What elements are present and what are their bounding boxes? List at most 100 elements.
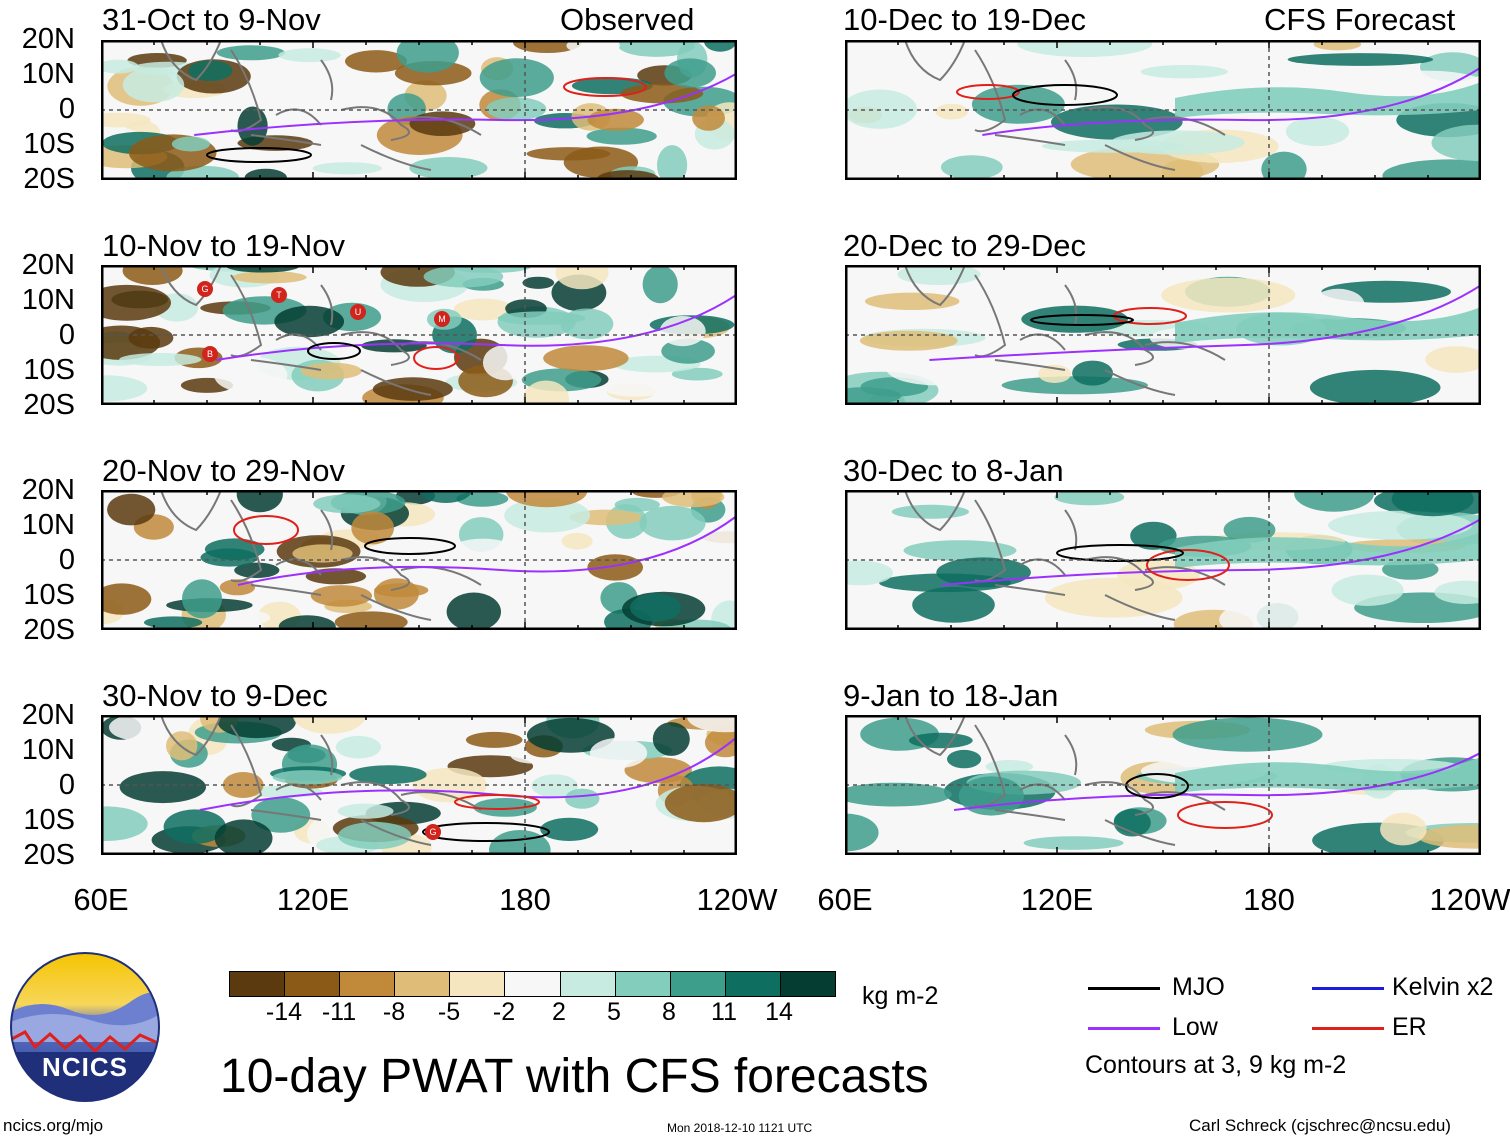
legend-label-mjo: MJO [1172,973,1225,1001]
coastline [160,265,482,396]
pwat-anomaly-blob [107,493,156,526]
pwat-anomaly-blob [313,494,381,514]
low-contour [982,66,1481,136]
storm-marker: T [271,287,287,303]
map-panel-right-1 [845,40,1481,180]
pwat-anomaly-blob [1017,40,1153,57]
pwat-anomaly-blob [448,538,518,566]
mjo-contour [1030,314,1134,326]
lat-label: 0 [58,93,75,125]
lat-label: 10N [21,284,75,316]
pwat-anomaly-blob [864,292,960,310]
colorbar-tick: -8 [382,998,406,1026]
pwat-anomaly-blob [664,58,716,88]
pwat-anomaly-blob [687,715,737,733]
pwat-anomaly-blob [561,532,593,550]
panel-frame [845,265,1481,405]
mjo-contour [1012,84,1118,106]
pwat-anomaly-blob [891,504,969,519]
pwat-map [101,715,737,855]
pwat-anomaly-blob [337,803,394,819]
forecast-label: CFS Forecast [1264,2,1456,37]
pwat-anomaly-blob [586,127,657,145]
pwat-anomaly-blob [216,45,286,61]
pwat-anomaly-blob [361,339,427,353]
pwat-anomaly-blob [540,817,599,841]
pwat-anomaly-blob [101,284,171,321]
pwat-anomaly-blob [1425,346,1481,373]
pwat-anomaly-blob [1219,600,1321,630]
storm-marker: U [350,304,366,320]
pwat-anomaly-blob [278,48,341,63]
legend-swatch-low [1088,1027,1160,1030]
colorbar-segment [669,972,725,996]
pwat-anomaly-blob [845,560,893,586]
pwat-map [845,40,1481,180]
pwat-anomaly-blob [334,611,408,630]
pwat-anomaly-blob [603,380,669,397]
moisture-band [1175,307,1481,343]
pwat-anomaly-blob [1302,719,1408,756]
pwat-anomaly-blob [642,265,678,304]
lat-label: 20N [21,249,75,281]
pwat-anomaly-blob [1311,288,1365,320]
er-contour [1177,801,1273,829]
pwat-map [845,490,1481,630]
pwat-anomaly-blob [1313,40,1362,51]
storm-marker: G [197,281,213,297]
pwat-anomaly-blob [338,821,412,850]
colorbar-tick: -14 [265,998,303,1026]
low-contour [194,72,737,136]
legend-swatch-mjo [1088,987,1160,990]
pwat-anomaly-blob [560,308,614,340]
pwat-anomaly-blob [1418,824,1481,849]
legend-label-kelvin: Kelvin x2 [1392,973,1494,1001]
pwat-anomaly-blob [947,749,982,769]
pwat-anomaly-blob [345,50,407,73]
pwat-anomaly-blob [278,615,336,630]
pwat-anomaly-blob [222,772,264,798]
legend-label-low: Low [1172,1013,1218,1041]
colorbar-tick: -11 [321,998,357,1026]
low-contour [215,293,737,361]
pwat-anomaly-blob [237,611,271,625]
pwat-anomaly-blob [489,830,551,855]
panel-frame [101,40,737,180]
pwat-anomaly-blob [419,490,472,503]
panel-frame [101,715,737,855]
pwat-anomaly-blob [936,557,1031,588]
pwat-anomaly-blob [912,586,995,623]
logo-text: NCICS [42,1052,128,1082]
mjo-contour [422,822,550,842]
pwat-anomaly-blob [971,84,1065,124]
colorbar-segment [449,972,505,996]
pwat-anomaly-blob [310,585,372,607]
pwat-anomaly-blob [845,89,917,129]
pwat-anomaly-blob [101,59,139,74]
panel-frame [101,265,737,405]
pwat-map [101,40,737,180]
lat-label: 10S [23,579,75,611]
pwat-anomaly-blob [1161,277,1296,313]
pwat-anomaly-blob [955,49,1024,89]
footer-url[interactable]: ncics.org/mjo [3,1116,104,1135]
low-contour [941,518,1481,586]
pwat-anomaly-blob [486,97,547,121]
pwat-anomaly-blob [662,490,725,508]
panel-title-left-3: 20-Nov to 29-Nov [102,453,345,488]
pwat-anomaly-blob [244,168,287,180]
pwat-anomaly-blob [217,715,296,739]
lon-label: 180 [499,882,551,917]
pwat-anomaly-blob [940,155,1003,180]
pwat-anomaly-blob [274,305,345,338]
lon-label: 60E [817,882,873,917]
lon-label: 60E [73,882,129,917]
panel-title-right-1: 10-Dec to 19-Dec [843,2,1086,37]
pwat-anomaly-blob [1382,159,1481,180]
pwat-anomaly-blob [214,356,288,394]
panel-title-right-3: 30-Dec to 8-Jan [843,453,1064,488]
panel-frame [845,715,1481,855]
pwat-anomaly-blob [1294,490,1374,512]
lat-label: 10S [23,804,75,836]
map-panel-right-3 [845,490,1481,630]
